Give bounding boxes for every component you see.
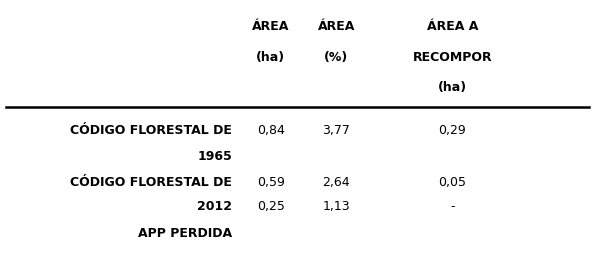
Text: RECOMPOR: RECOMPOR — [412, 51, 492, 64]
Text: ÁREA: ÁREA — [318, 20, 355, 33]
Text: 3,77: 3,77 — [322, 123, 350, 136]
Text: 0,59: 0,59 — [257, 175, 284, 188]
Text: 0,29: 0,29 — [439, 123, 466, 136]
Text: APP PERDIDA: APP PERDIDA — [138, 226, 232, 239]
Text: 2,64: 2,64 — [322, 175, 350, 188]
Text: (%): (%) — [324, 51, 348, 64]
Text: 2012: 2012 — [197, 199, 232, 212]
Text: 0,05: 0,05 — [438, 175, 466, 188]
Text: ÁREA A: ÁREA A — [427, 20, 478, 33]
Text: -: - — [450, 199, 455, 212]
Text: CÓDIGO FLORESTAL DE: CÓDIGO FLORESTAL DE — [70, 175, 232, 188]
Text: CÓDIGO FLORESTAL DE: CÓDIGO FLORESTAL DE — [70, 123, 232, 136]
Text: 0,84: 0,84 — [257, 123, 284, 136]
Text: ÁREA: ÁREA — [252, 20, 289, 33]
Text: 0,25: 0,25 — [257, 199, 284, 212]
Text: 1965: 1965 — [198, 150, 232, 163]
Text: (ha): (ha) — [256, 51, 285, 64]
Text: 1,13: 1,13 — [322, 199, 350, 212]
Text: (ha): (ha) — [438, 81, 466, 94]
